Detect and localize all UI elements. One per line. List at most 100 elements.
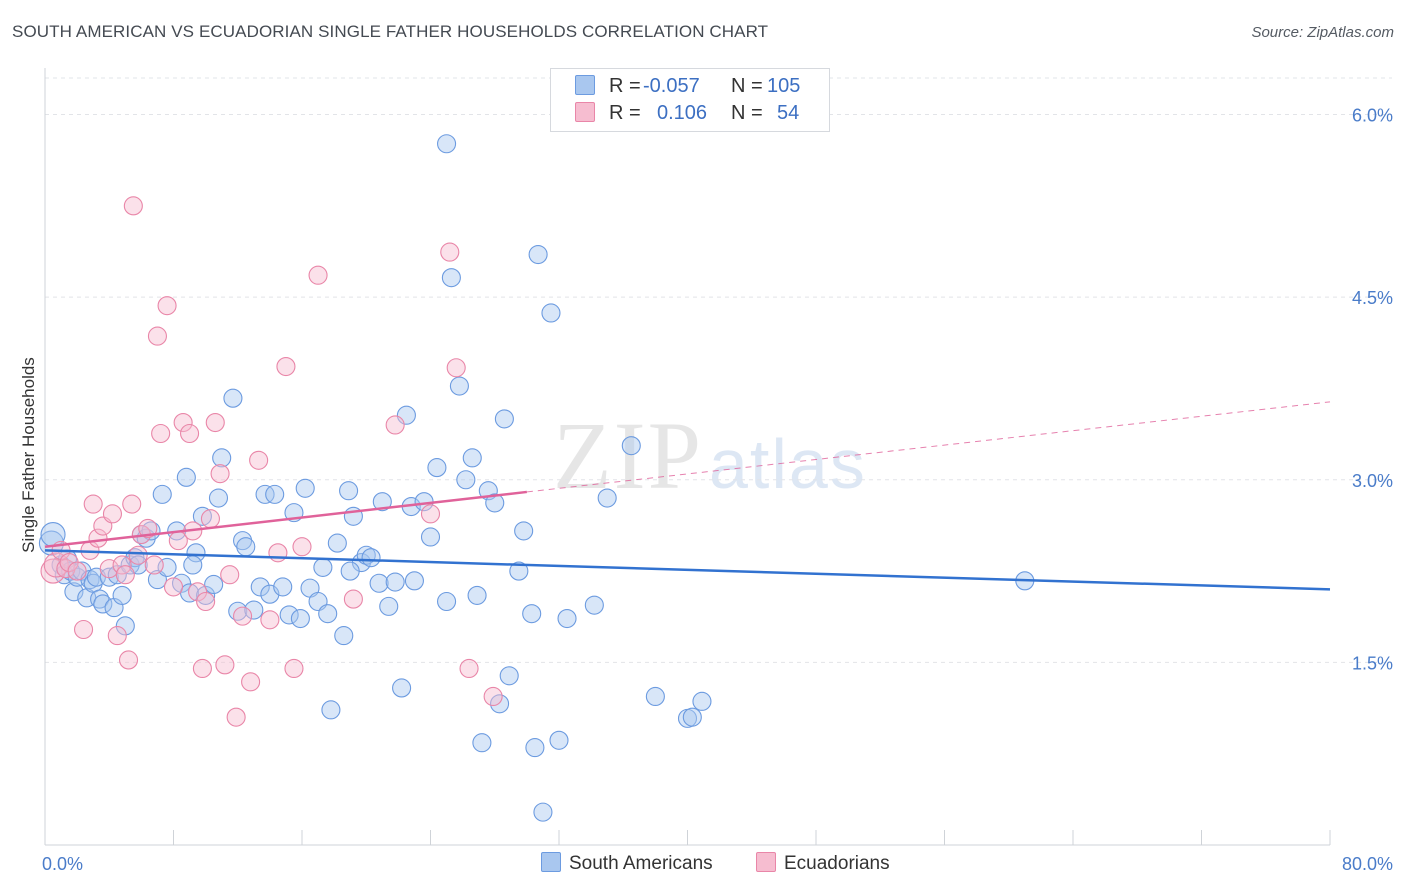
point-south-americans xyxy=(327,533,347,553)
legend-row-south-americans: R = -0.057 N = 105 xyxy=(575,75,800,99)
point-south-americans xyxy=(549,730,569,750)
point-south-americans xyxy=(318,604,338,624)
trend-line-ecuadorians-extension xyxy=(526,401,1331,493)
legend-r-label: R = xyxy=(609,102,641,124)
point-ecuadorians xyxy=(107,626,127,646)
bottom-legend-label: South Americans xyxy=(569,853,713,874)
point-ecuadorians xyxy=(459,658,479,679)
point-ecuadorians xyxy=(56,559,76,579)
point-ecuadorians xyxy=(292,537,312,557)
point-south-americans xyxy=(692,691,712,711)
point-ecuadorians xyxy=(123,196,143,216)
point-ecuadorians xyxy=(147,326,167,346)
point-ecuadorians xyxy=(163,577,184,597)
point-south-americans xyxy=(490,694,510,714)
point-ecuadorians xyxy=(226,707,246,727)
point-ecuadorians xyxy=(308,265,328,285)
point-south-americans xyxy=(449,376,469,396)
bottom-legend-swatch xyxy=(541,852,561,872)
point-south-americans xyxy=(128,555,148,575)
point-south-americans xyxy=(372,492,392,512)
point-ecuadorians xyxy=(138,518,158,539)
point-ecuadorians xyxy=(151,423,171,444)
point-ecuadorians xyxy=(440,242,460,262)
chart-title: SOUTH AMERICAN VS ECUADORIAN SINGLE FATH… xyxy=(12,22,769,41)
point-south-americans xyxy=(557,609,577,629)
point-ecuadorians xyxy=(74,619,94,640)
legend-swatch-south-americans xyxy=(575,75,595,95)
point-south-americans xyxy=(437,591,457,612)
point-ecuadorians xyxy=(88,528,108,548)
point-south-americans xyxy=(525,738,545,758)
point-south-americans xyxy=(212,448,232,468)
point-south-americans xyxy=(369,573,389,593)
point-ecuadorians xyxy=(180,423,200,444)
point-south-americans xyxy=(186,543,206,563)
point-south-americans xyxy=(38,530,64,556)
point-ecuadorians xyxy=(83,494,103,514)
point-south-americans xyxy=(437,134,457,154)
point-south-americans xyxy=(645,686,665,707)
point-south-americans xyxy=(255,484,275,504)
point-ecuadorians xyxy=(249,450,269,470)
point-ecuadorians xyxy=(122,494,142,514)
point-south-americans xyxy=(290,609,310,629)
point-south-americans xyxy=(499,666,519,686)
trend-line-ecuadorians xyxy=(44,490,528,548)
point-ecuadorians xyxy=(144,555,164,575)
point-south-americans xyxy=(533,802,553,822)
watermark-atlas: atlas xyxy=(709,425,867,503)
point-south-americans xyxy=(334,626,354,646)
bottom-legend-ecuadorians: Ecuadorians xyxy=(756,852,890,875)
point-south-americans xyxy=(361,548,381,568)
legend-n-label: N = xyxy=(731,102,763,124)
point-south-americans xyxy=(456,470,476,490)
x-tick-label-min: 0.0% xyxy=(42,854,83,874)
x-tick-label-max: 80.0% xyxy=(1342,854,1393,874)
point-ecuadorians xyxy=(276,356,296,377)
y-tick-label: 4.5% xyxy=(1352,288,1393,308)
point-ecuadorians xyxy=(446,358,466,378)
trend-line-south-americans xyxy=(44,549,1331,591)
point-south-americans xyxy=(93,594,113,614)
point-south-americans xyxy=(313,557,333,577)
point-south-americans xyxy=(541,303,561,323)
point-ecuadorians xyxy=(115,565,135,585)
point-ecuadorians xyxy=(205,412,225,433)
point-ecuadorians xyxy=(173,412,193,433)
point-ecuadorians xyxy=(215,655,235,675)
watermark: ZIPatlas xyxy=(553,400,867,511)
point-south-americans xyxy=(295,478,315,498)
point-south-americans xyxy=(392,678,412,698)
point-south-americans xyxy=(485,493,505,513)
point-south-americans xyxy=(385,572,405,592)
y-tick-label: 1.5% xyxy=(1352,653,1393,673)
point-south-americans xyxy=(462,448,482,468)
point-south-americans xyxy=(273,577,293,597)
point-south-americans xyxy=(183,555,203,575)
legend-r-value: -0.057 xyxy=(643,75,700,97)
point-south-americans xyxy=(528,244,548,265)
point-ecuadorians xyxy=(233,606,253,626)
point-ecuadorians xyxy=(260,610,280,630)
legend-swatch-ecuadorians xyxy=(575,102,595,122)
point-south-americans xyxy=(379,596,399,616)
point-ecuadorians xyxy=(192,658,212,679)
point-ecuadorians xyxy=(241,672,261,692)
point-south-americans xyxy=(250,577,270,597)
point-south-americans xyxy=(339,481,359,501)
legend-n-label: N = xyxy=(731,75,763,97)
point-south-americans xyxy=(233,531,253,551)
point-south-americans xyxy=(223,388,243,408)
point-ecuadorians xyxy=(67,561,87,581)
y-tick-label: 6.0% xyxy=(1352,106,1393,126)
point-south-americans xyxy=(152,484,172,504)
correlation-legend: R = -0.057 N = 105 R = 0.106 N = 54 xyxy=(550,68,830,132)
point-south-americans xyxy=(192,506,212,526)
point-south-americans xyxy=(340,561,360,581)
point-south-americans xyxy=(115,616,135,636)
point-ecuadorians xyxy=(420,504,441,524)
legend-n-value: 54 xyxy=(777,102,800,124)
point-south-americans xyxy=(467,585,487,605)
legend-n-value: 105 xyxy=(767,75,801,97)
